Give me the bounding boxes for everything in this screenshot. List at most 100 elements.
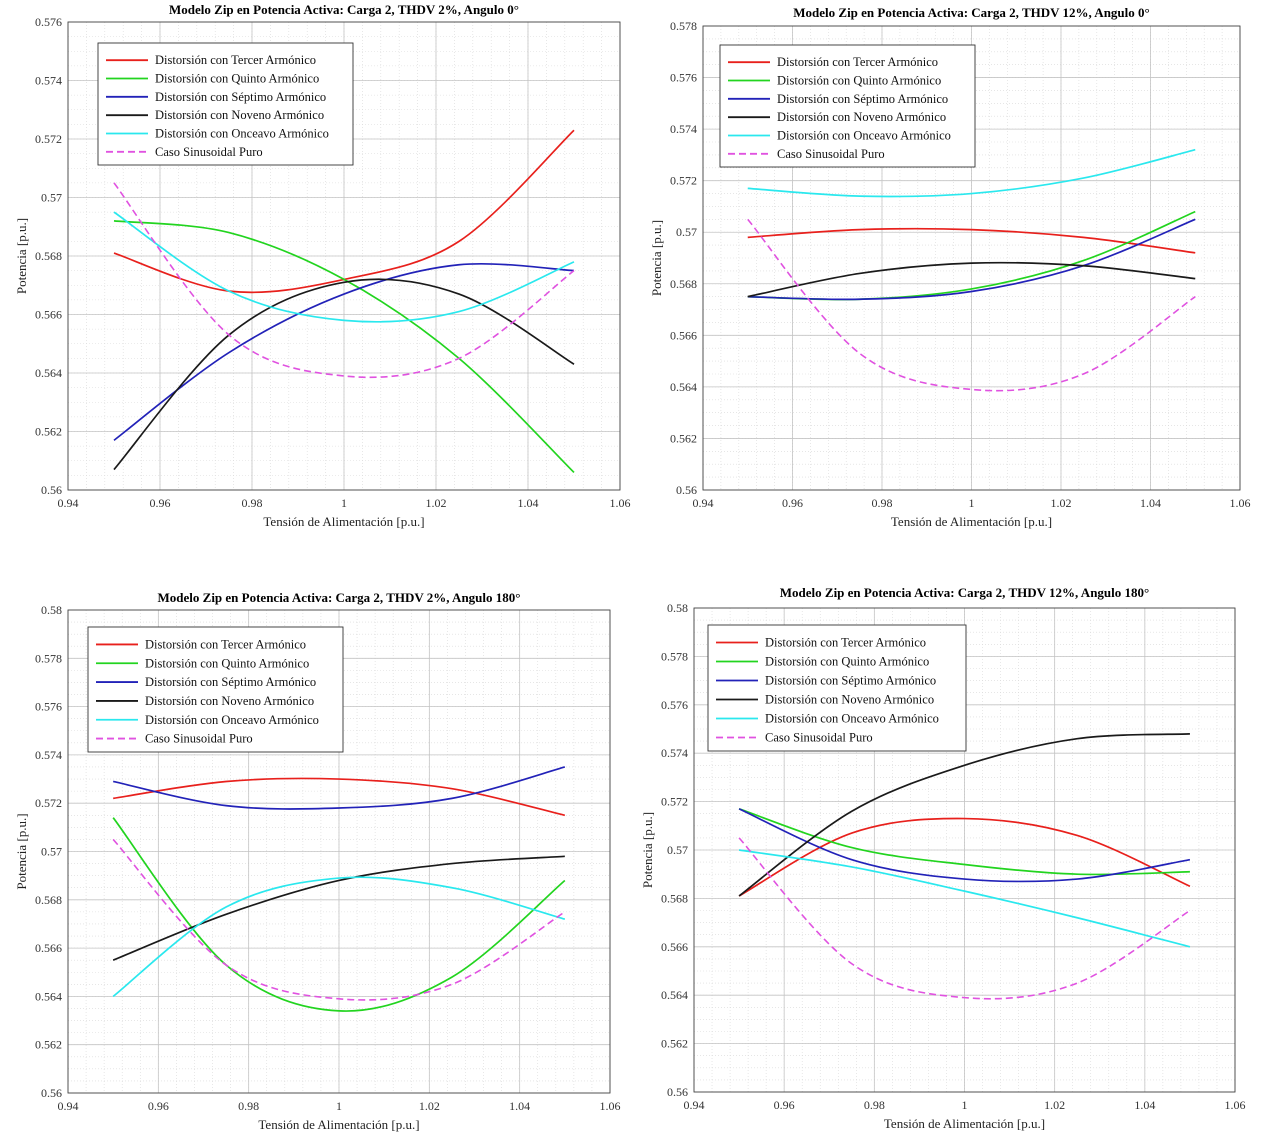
- x-tick-label: 1.04: [1140, 496, 1161, 510]
- legend-label-tercer: Distorsión con Tercer Armónico: [777, 55, 938, 69]
- x-tick-label: 0.98: [872, 496, 893, 510]
- y-tick-label: 0.574: [670, 122, 697, 136]
- y-tick-label: 0.568: [661, 891, 688, 905]
- series-line-onceavo: [113, 211, 575, 323]
- series-lines: [747, 148, 1196, 392]
- legend-label-septimo: Distorsión con Séptimo Armónico: [777, 92, 948, 106]
- legend-label-septimo: Distorsión con Séptimo Armónico: [145, 675, 316, 689]
- series-line-septimo: [747, 218, 1196, 301]
- series-line-sinusoidal: [113, 182, 575, 379]
- legend-box: [719, 44, 976, 168]
- x-tick-label: 0.98: [864, 1098, 885, 1112]
- y-tick-label: 0.574: [35, 74, 62, 88]
- y-tick-label: 0.572: [670, 174, 697, 188]
- x-tick-label: 0.94: [684, 1098, 705, 1112]
- series-line-quinto: [112, 817, 566, 1012]
- x-tick-label: 1.06: [610, 496, 631, 510]
- legend-label-tercer: Distorsión con Tercer Armónico: [145, 637, 306, 651]
- x-tick-label: 0.96: [148, 1099, 169, 1113]
- y-tick-label: 0.578: [661, 649, 688, 663]
- y-tick-label: 0.562: [35, 425, 62, 439]
- chart-panel-1: 0.94 0.96 0.98 1 1.02 1.04 1.06 0.56 0.562 0.564 0…: [0, 0, 631, 545]
- x-tick-label: 1.06: [1230, 496, 1251, 510]
- y-tick-label: 0.58: [667, 601, 688, 615]
- legend-label-noveno: Distorsión con Noveno Armónico: [155, 108, 324, 122]
- y-tick-label: 0.56: [676, 483, 697, 497]
- chart-thdv2-ang180: 0.94 0.96 0.98 1 1.02 1.04 1.06 0.56 0.562 0.564 0…: [14, 590, 621, 1132]
- series-line-quinto: [113, 220, 575, 474]
- y-tick-label: 0.572: [35, 132, 62, 146]
- y-tick-label: 0.57: [41, 845, 62, 859]
- chart-title: Modelo Zip en Potencia Activa: Carga 2, …: [780, 585, 1149, 600]
- series-line-noveno: [747, 261, 1196, 298]
- y-tick-label: 0.564: [35, 366, 62, 380]
- legend-label-quinto: Distorsión con Quinto Armónico: [765, 655, 929, 669]
- chart-panel-2: 0.94 0.96 0.98 1 1.02 1.04 1.06 0.56 0.562 0.564 0…: [631, 0, 1262, 545]
- y-tick-label: 0.566: [670, 328, 697, 342]
- chart-title: Modelo Zip en Potencia Activa: Carga 2, …: [158, 590, 521, 605]
- axes-box: [693, 607, 1236, 1093]
- x-tick-label: 0.98: [242, 496, 263, 510]
- y-tick-label: 0.574: [35, 748, 62, 762]
- series-line-onceavo: [747, 148, 1196, 198]
- series-line-noveno: [738, 732, 1190, 897]
- chart-panel-4: 0.94 0.96 0.98 1 1.02 1.04 1.06 0.56 0.562 0.564 0…: [631, 580, 1262, 1141]
- x-tick-label: 1: [969, 496, 975, 510]
- legend-label-noveno: Distorsión con Noveno Armónico: [765, 693, 934, 707]
- legend-box: [707, 624, 967, 752]
- y-axis-label: Potencia [p.u.]: [14, 218, 29, 294]
- chart-title: Modelo Zip en Potencia Activa: Carga 2, …: [169, 2, 519, 17]
- y-tick-label: 0.57: [676, 225, 697, 239]
- legend-label-quinto: Distorsión con Quinto Armónico: [145, 656, 309, 670]
- legend: Distorsión con Tercer Armónico Distorsión…: [719, 44, 976, 168]
- y-tick-label: 0.568: [670, 277, 697, 291]
- x-tick-label: 0.96: [782, 496, 803, 510]
- y-tick-label: 0.566: [661, 940, 688, 954]
- y-tick-label: 0.58: [41, 603, 62, 617]
- legend-label-onceavo: Distorsión con Onceavo Armónico: [777, 129, 951, 143]
- y-axis-label: Potencia [p.u.]: [640, 812, 655, 888]
- y-tick-label: 0.56: [41, 483, 62, 497]
- chart-thdv12-ang180: 0.94 0.96 0.98 1 1.02 1.04 1.06 0.56 0.562 0.564 0…: [640, 585, 1246, 1131]
- series-line-tercer: [113, 777, 566, 817]
- legend-label-quinto: Distorsión con Quinto Armónico: [155, 72, 319, 86]
- legend-label-onceavo: Distorsión con Onceavo Armónico: [155, 127, 329, 141]
- x-tick-label: 1.02: [1044, 1098, 1065, 1112]
- series-line-sinusoidal: [738, 837, 1191, 1000]
- legend-label-tercer: Distorsión con Tercer Armónico: [765, 636, 926, 650]
- x-tick-label: 1: [962, 1098, 968, 1112]
- y-tick-label: 0.572: [661, 795, 688, 809]
- x-tick-label: 1: [341, 496, 347, 510]
- y-tick-label: 0.568: [35, 249, 62, 263]
- x-tick-label: 1.02: [419, 1099, 440, 1113]
- legend-label-quinto: Distorsión con Quinto Armónico: [777, 74, 941, 88]
- series-line-sinusoidal: [112, 838, 566, 1001]
- x-tick-label: 0.94: [58, 1099, 79, 1113]
- legend-label-septimo: Distorsión con Séptimo Armónico: [155, 90, 326, 104]
- series-lines: [112, 766, 566, 1012]
- y-axis-label: Potencia [p.u.]: [14, 813, 29, 889]
- legend: Distorsión con Tercer Armónico Distorsión…: [97, 42, 354, 166]
- legend-label-sinusoidal: Caso Sinusoidal Puro: [155, 145, 263, 159]
- x-tick-label: 0.94: [693, 496, 714, 510]
- series-line-tercer: [747, 227, 1196, 254]
- x-tick-label: 1.06: [1225, 1098, 1246, 1112]
- legend: Distorsión con Tercer Armónico Distorsión…: [707, 624, 967, 752]
- y-tick-label: 0.562: [35, 1038, 62, 1052]
- y-tick-label: 0.57: [41, 191, 62, 205]
- axes-box: [67, 609, 611, 1094]
- legend: Distorsión con Tercer Armónico Distorsión…: [87, 626, 344, 753]
- y-tick-label: 0.568: [35, 893, 62, 907]
- y-tick-label: 0.572: [35, 796, 62, 810]
- y-tick-label: 0.562: [670, 431, 697, 445]
- x-tick-label: 0.96: [150, 496, 171, 510]
- legend-label-noveno: Distorsión con Noveno Armónico: [145, 694, 314, 708]
- chart-title: Modelo Zip en Potencia Activa: Carga 2, …: [793, 5, 1149, 20]
- series-line-onceavo: [112, 876, 566, 998]
- x-tick-label: 1.04: [509, 1099, 530, 1113]
- legend-label-onceavo: Distorsión con Onceavo Armónico: [765, 712, 939, 726]
- series-lines: [113, 129, 575, 474]
- y-tick-label: 0.576: [670, 71, 697, 85]
- series-line-noveno: [112, 855, 565, 961]
- axes-box: [67, 21, 621, 491]
